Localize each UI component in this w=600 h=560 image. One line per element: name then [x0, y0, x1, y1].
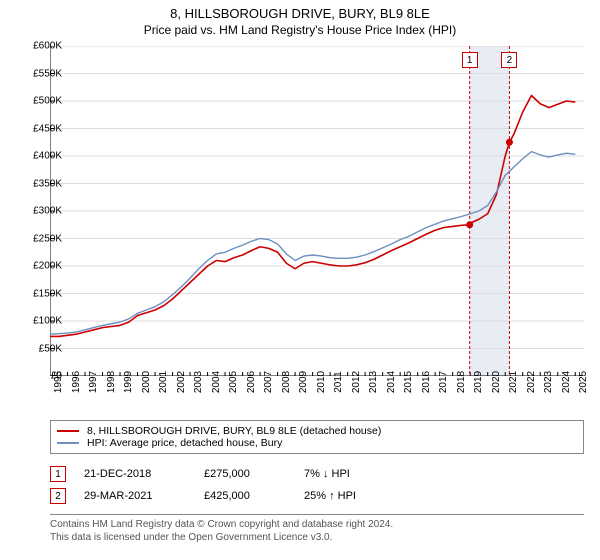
x-tick-label: 2016	[421, 371, 432, 393]
event-delta: 7% ↓ HPI	[304, 468, 424, 480]
x-tick-label: 2020	[491, 371, 502, 393]
x-tick-label: 2007	[263, 371, 274, 393]
x-tick-label: 1995	[53, 371, 64, 393]
x-tick-label: 2024	[561, 371, 572, 393]
legend: 8, HILLSBOROUGH DRIVE, BURY, BL9 8LE (de…	[50, 420, 584, 454]
x-tick-label: 2012	[351, 371, 362, 393]
event-badge: 1	[50, 466, 66, 482]
chart-container: { "title": { "main": "8, HILLSBOROUGH DR…	[0, 0, 600, 560]
events-table: 1 21-DEC-2018£275,0007% ↓ HPI 2 29-MAR-2021…	[50, 466, 584, 510]
x-tick-label: 2013	[368, 371, 379, 393]
x-tick-label: 2009	[298, 371, 309, 393]
legend-item: 8, HILLSBOROUGH DRIVE, BURY, BL9 8LE (de…	[57, 425, 577, 437]
event-row: 1 21-DEC-2018£275,0007% ↓ HPI	[50, 466, 584, 482]
legend-label: HPI: Average price, detached house, Bury	[87, 437, 282, 449]
event-badge: 2	[50, 488, 66, 504]
event-delta: 25% ↑ HPI	[304, 490, 424, 502]
x-tick-label: 2022	[526, 371, 537, 393]
y-tick-label: £450K	[33, 123, 62, 134]
x-tick-label: 2005	[228, 371, 239, 393]
x-tick-label: 2010	[316, 371, 327, 393]
event-marker: 2	[501, 52, 517, 68]
x-tick-label: 2004	[211, 371, 222, 393]
y-tick-label: £200K	[33, 261, 62, 272]
title-main: 8, HILLSBOROUGH DRIVE, BURY, BL9 8LE	[0, 6, 600, 21]
y-tick-label: £600K	[33, 41, 62, 52]
x-tick-label: 2023	[543, 371, 554, 393]
x-tick-label: 2003	[193, 371, 204, 393]
x-tick-label: 2000	[141, 371, 152, 393]
x-tick-label: 1997	[88, 371, 99, 393]
x-tick-label: 1999	[123, 371, 134, 393]
event-row: 2 29-MAR-2021£425,00025% ↑ HPI	[50, 488, 584, 504]
x-tick-label: 2008	[281, 371, 292, 393]
x-tick-label: 1996	[71, 371, 82, 393]
y-tick-label: £300K	[33, 206, 62, 217]
legend-swatch	[57, 442, 79, 444]
legend-item: HPI: Average price, detached house, Bury	[57, 437, 577, 449]
x-tick-label: 2025	[578, 371, 589, 393]
event-date: 21-DEC-2018	[84, 468, 204, 480]
line-chart	[50, 46, 584, 376]
x-tick-label: 2021	[508, 371, 519, 393]
footer-note: Contains HM Land Registry data © Crown c…	[50, 514, 584, 544]
y-tick-label: £150K	[33, 288, 62, 299]
x-tick-label: 2002	[176, 371, 187, 393]
y-tick-label: £350K	[33, 178, 62, 189]
x-tick-label: 2015	[403, 371, 414, 393]
y-tick-label: £400K	[33, 151, 62, 162]
y-tick-label: £550K	[33, 68, 62, 79]
y-tick-label: £500K	[33, 96, 62, 107]
legend-swatch	[57, 430, 79, 432]
event-date: 29-MAR-2021	[84, 490, 204, 502]
title-block: 8, HILLSBOROUGH DRIVE, BURY, BL9 8LE Pri…	[0, 0, 600, 37]
y-tick-label: £50K	[39, 343, 62, 354]
x-tick-label: 2014	[386, 371, 397, 393]
event-marker: 1	[462, 52, 478, 68]
footer-line2: This data is licensed under the Open Gov…	[50, 532, 584, 545]
x-tick-label: 2006	[246, 371, 257, 393]
x-tick-label: 2019	[473, 371, 484, 393]
legend-label: 8, HILLSBOROUGH DRIVE, BURY, BL9 8LE (de…	[87, 425, 381, 437]
x-tick-label: 2017	[438, 371, 449, 393]
title-sub: Price paid vs. HM Land Registry's House …	[0, 23, 600, 37]
event-price: £425,000	[204, 490, 304, 502]
x-tick-label: 2011	[333, 371, 344, 393]
x-tick-label: 2001	[158, 371, 169, 393]
y-tick-label: £250K	[33, 233, 62, 244]
y-tick-label: £100K	[33, 316, 62, 327]
event-price: £275,000	[204, 468, 304, 480]
x-tick-label: 2018	[456, 371, 467, 393]
footer-line1: Contains HM Land Registry data © Crown c…	[50, 519, 584, 532]
x-tick-label: 1998	[106, 371, 117, 393]
